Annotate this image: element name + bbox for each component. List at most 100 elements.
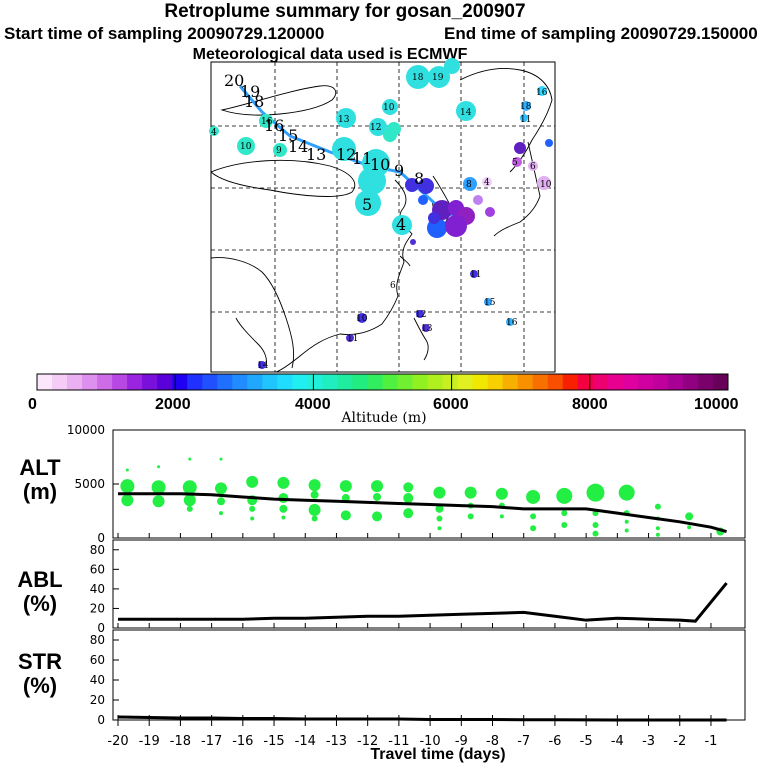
alt-bubble xyxy=(655,532,660,537)
y-tick-label: 60 xyxy=(90,562,105,576)
panel-frame xyxy=(112,539,746,629)
met-data-label: Meteorological data used is ECMWF xyxy=(192,46,468,63)
colorbar-cell xyxy=(442,374,459,390)
colorbar-cell xyxy=(547,374,564,390)
colorbar-tick-label: 4000 xyxy=(295,396,331,413)
colorbar-cell xyxy=(682,374,699,390)
day-label-small: 16 xyxy=(536,88,548,98)
alt-bubble xyxy=(685,512,694,521)
plume-point xyxy=(209,126,219,136)
colorbar-cell xyxy=(352,374,368,390)
alt-bubble xyxy=(655,526,660,531)
plume-point xyxy=(528,161,538,171)
day-label: 4 xyxy=(396,215,406,234)
colorbar-tick-label: 2000 xyxy=(155,396,191,413)
colorbar-cells xyxy=(37,374,729,390)
start-time-label: Start time of sampling 20090729.120000 xyxy=(4,24,325,43)
x-tick-label: -18 xyxy=(170,734,191,749)
day-label-small: 10 xyxy=(240,142,252,152)
day-label-small: 10 xyxy=(540,180,552,190)
colorbar-cell xyxy=(247,374,263,390)
day-label-small: 4 xyxy=(484,178,490,188)
plume-point xyxy=(470,270,478,278)
day-label-small: 14 xyxy=(460,108,472,118)
colorbar-cell xyxy=(52,374,68,390)
plume-point xyxy=(259,114,273,128)
alt-bubble xyxy=(435,504,444,513)
day-label-small: 6 xyxy=(390,281,396,291)
alt-bubble xyxy=(467,513,474,520)
coastlines xyxy=(210,68,553,373)
day-label-small: 19 xyxy=(432,73,444,83)
str-label-text: STR xyxy=(18,649,62,674)
alt-bubble xyxy=(561,510,568,517)
colorbar-cell xyxy=(622,374,639,390)
plume-point xyxy=(428,212,440,224)
colorbar-cell xyxy=(292,374,308,390)
colorbar-tick-label: 8000 xyxy=(572,396,608,413)
alt-bubble xyxy=(340,510,351,521)
alt-bubble xyxy=(218,511,223,516)
y-tick-label: 5000 xyxy=(74,477,105,491)
alt-bubble xyxy=(530,525,537,532)
alt-bubble xyxy=(654,503,661,510)
x-tick-label: -11 xyxy=(388,734,409,749)
y-tick-label: 20 xyxy=(90,693,105,707)
alt-bubble xyxy=(592,522,599,529)
x-tick-label: -17 xyxy=(201,734,222,749)
plume-day-labels: 20 19 18 16 15 14 13 12 11 10 9 5 4 8 xyxy=(224,71,424,234)
x-tick-label: -7 xyxy=(517,734,530,749)
alt-bubble xyxy=(308,479,321,492)
plume-point xyxy=(445,215,467,237)
day-label: 9 xyxy=(394,161,404,180)
y-tick-label: 10000 xyxy=(67,423,105,437)
alt-bubble xyxy=(250,516,255,521)
end-time-label: End time of sampling 20090729.150000 xyxy=(444,24,758,43)
plume-point xyxy=(258,361,266,369)
alt-bubble xyxy=(373,492,382,501)
colorbar-cell xyxy=(697,374,714,390)
plume-point xyxy=(537,176,551,190)
x-tick-label: -16 xyxy=(232,734,253,749)
colorbar-cell xyxy=(322,374,338,390)
plume-point xyxy=(382,99,398,115)
alt-panel-label: ALT (m) xyxy=(0,456,80,504)
page-title: Retroplume summary for gosan_200907 xyxy=(164,1,526,22)
colorbar-cell xyxy=(67,374,83,390)
colorbar-cell xyxy=(502,374,519,390)
colorbar-cell xyxy=(562,374,579,390)
day-label: 19 xyxy=(240,82,260,101)
str-panel-label: STR (%) xyxy=(0,650,80,698)
colorbar-frame xyxy=(36,373,729,391)
str-chart: 80 60 40 20 0 xyxy=(90,629,746,727)
alt-chart: 10000 5000 0 xyxy=(67,423,746,545)
alt-bubble xyxy=(188,457,192,461)
day-label-small: 15 xyxy=(484,298,496,308)
day-label: 12 xyxy=(336,145,356,164)
alt-bubble xyxy=(624,519,629,524)
alt-bubble xyxy=(403,482,414,493)
panel-frame xyxy=(112,429,746,539)
day-label: 10 xyxy=(370,155,390,174)
abl-panel-label: ABL (%) xyxy=(0,568,80,616)
colorbar-unit-label: Altitude (m) xyxy=(341,410,427,426)
colorbar-cell xyxy=(382,374,398,390)
colorbar-cell xyxy=(457,374,474,390)
abl-unit-text: (%) xyxy=(22,591,58,616)
day-label: 14 xyxy=(288,137,308,156)
day-label-small: 16 xyxy=(261,117,273,127)
x-tick-label: -8 xyxy=(486,734,499,749)
plume-point xyxy=(482,177,492,187)
colorbar-cell xyxy=(487,374,504,390)
alt-bubble xyxy=(157,465,161,469)
plume-point xyxy=(369,118,387,136)
colorbar-cell xyxy=(307,374,323,390)
y-tick-label: 0 xyxy=(97,713,105,727)
alt-bubble xyxy=(403,493,414,504)
colorbar-tick-label: 6000 xyxy=(433,396,469,413)
plume-point xyxy=(520,114,528,122)
day-label: 16 xyxy=(264,116,284,135)
y-tick-label: 0 xyxy=(97,621,105,635)
plume-points xyxy=(209,58,553,369)
